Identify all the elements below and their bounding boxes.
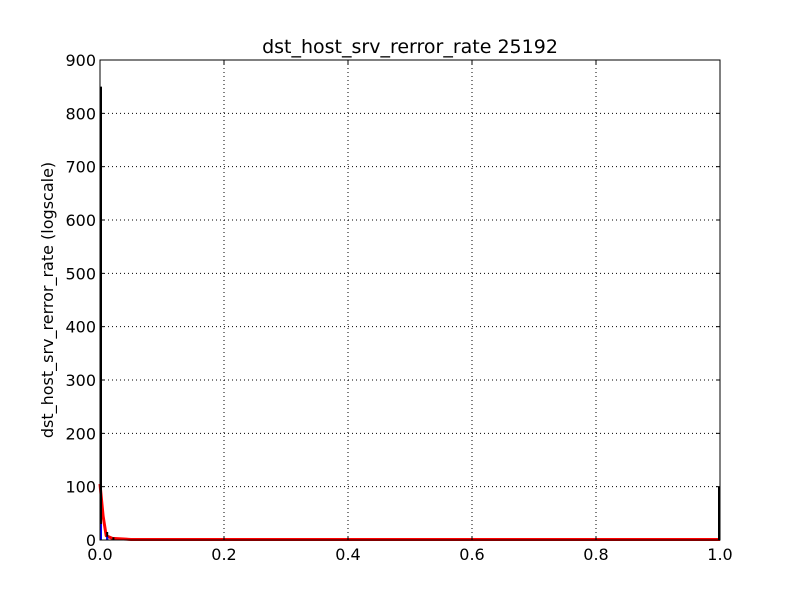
x-tick-label: 0.4 <box>335 545 360 564</box>
y-tick-label: 400 <box>65 318 96 337</box>
y-tick-label: 0 <box>86 531 96 550</box>
y-tick-label: 100 <box>65 478 96 497</box>
x-tick-label: 1.0 <box>707 545 732 564</box>
y-tick-label: 300 <box>65 371 96 390</box>
chart-title: dst_host_srv_rerror_rate 25192 <box>262 36 558 58</box>
y-tick-label: 900 <box>65 51 96 70</box>
y-tick-label: 500 <box>65 264 96 283</box>
ticks: 0.0 0.2 0.4 0.6 0.8 1.0 0 100 200 300 400 500 600 700… <box>65 51 732 564</box>
x-tick-label: 0.8 <box>583 545 608 564</box>
plot-frame <box>99 59 721 541</box>
y-axis-label: dst_host_srv_rerror_rate (logscale) <box>38 162 58 438</box>
plot-data <box>98 86 721 541</box>
series-0-line <box>98 483 720 541</box>
x-tick-label: 0.0 <box>87 545 112 564</box>
grid <box>100 60 720 540</box>
y-tick-label: 700 <box>65 158 96 177</box>
x-tick-label: 0.6 <box>459 545 484 564</box>
y-tick-label: 200 <box>65 424 96 443</box>
y-tick-label: 600 <box>65 211 96 230</box>
y-tick-label: 800 <box>65 104 96 123</box>
x-tick-label: 0.2 <box>211 545 236 564</box>
